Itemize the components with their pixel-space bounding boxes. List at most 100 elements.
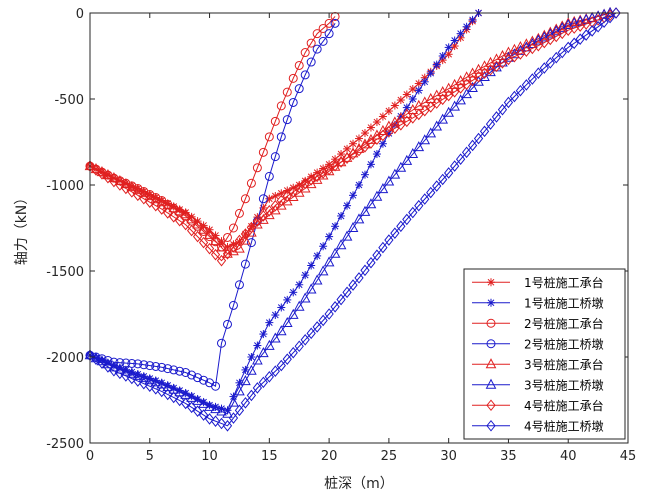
y-tick-label: -500	[54, 93, 84, 108]
series-8-point	[186, 401, 197, 414]
series-8-point	[473, 132, 484, 145]
x-tick-label: 15	[261, 449, 278, 464]
series-6-point	[401, 154, 413, 165]
series-8-point	[139, 377, 149, 390]
series-7-point	[294, 181, 304, 194]
series-4-point	[115, 358, 125, 368]
series-2-point	[259, 330, 268, 339]
x-tick-label: 25	[381, 449, 398, 464]
series-7-point	[420, 104, 430, 117]
series-4-point	[145, 361, 155, 371]
series-4-point	[139, 360, 149, 370]
series-2-point	[265, 318, 274, 327]
legend-label: 4号桩施工桥墩	[524, 418, 604, 433]
series-4-point	[199, 375, 209, 385]
series-6-point	[467, 81, 478, 92]
series-4-point	[276, 132, 286, 142]
series-8-point	[330, 300, 340, 313]
series-5-point	[186, 213, 197, 224]
series-7-point	[240, 228, 251, 240]
series-7-point	[282, 190, 292, 202]
series-7-point	[121, 182, 131, 195]
series-6-point	[216, 405, 227, 416]
series-7-point	[491, 60, 502, 73]
y-tick-label: 0	[76, 7, 84, 22]
series-7-point	[246, 221, 257, 234]
series-8-point	[342, 286, 352, 299]
series-4-point	[217, 338, 227, 348]
series-4	[85, 18, 340, 391]
legend-swatch-marker	[486, 318, 496, 328]
series-7-point	[97, 168, 107, 180]
series-4-point	[306, 57, 316, 67]
series-8-point	[127, 372, 137, 385]
series-2-point	[414, 86, 423, 95]
series-6-point	[347, 221, 359, 232]
series-6-point	[246, 364, 257, 375]
series-3-point	[258, 147, 268, 157]
series-2-point	[241, 365, 250, 374]
series-8-point	[324, 308, 334, 320]
series-1-point	[378, 112, 387, 121]
series-2-point	[283, 295, 292, 304]
series-3-point	[288, 73, 298, 83]
series-7-point	[91, 164, 101, 176]
series-8-point	[210, 415, 221, 428]
series-7-point	[300, 177, 310, 190]
series-6-point	[443, 106, 454, 117]
series-7-point	[372, 133, 382, 146]
legend-box	[463, 268, 626, 440]
x-tick-label: 5	[146, 449, 154, 464]
series-7-point	[270, 199, 280, 212]
series-5-point	[180, 208, 191, 219]
x-axis-title: 桩深（m）	[324, 475, 394, 492]
series-4-point	[294, 84, 304, 94]
series-2-point	[331, 222, 340, 231]
series-7-point	[366, 137, 376, 149]
series-2-point	[325, 232, 334, 241]
series-7-point	[175, 214, 185, 227]
series-8-point	[354, 272, 364, 284]
x-tick-label: 35	[500, 449, 517, 464]
axes-layer: 0 5 10 15 20 25 30 35 40 45 0 -500 -1000 -1500 -2000 -2…	[46, 7, 636, 464]
series-8-point	[545, 57, 555, 69]
series-6-point	[120, 365, 132, 376]
series-8-point	[396, 220, 406, 233]
series-4-point	[157, 362, 167, 372]
series-3-point	[246, 178, 256, 188]
series-6-point	[323, 256, 335, 267]
series-8-point	[312, 321, 322, 333]
series-8-point	[503, 96, 514, 109]
series-8-line	[89, 12, 617, 427]
series-8-point	[157, 385, 167, 398]
series-8-point	[551, 51, 561, 64]
series-1-point	[343, 144, 352, 153]
series-1-point	[402, 90, 411, 99]
series-1-point	[396, 96, 405, 105]
series-7-point	[485, 63, 496, 76]
series-1-point	[265, 194, 274, 203]
legend-entry: 4号桩施工桥墩	[472, 418, 604, 433]
series-6-point	[359, 205, 371, 216]
series-6-point	[234, 385, 245, 396]
series-7-point	[145, 196, 155, 209]
series-8-point	[521, 79, 532, 91]
series-6-point	[258, 347, 269, 358]
series-6-point	[132, 369, 144, 380]
series-6-point	[281, 316, 293, 328]
series-6-point	[371, 190, 383, 201]
series-8-point	[533, 67, 543, 80]
series-7-point	[192, 230, 203, 243]
series-3-point	[300, 48, 310, 58]
series-3-point	[228, 223, 238, 233]
series-8-point	[228, 412, 239, 424]
series-1-point	[366, 123, 375, 132]
series-8-point	[270, 365, 280, 377]
x-tick-label: 30	[440, 449, 457, 464]
series-4-point	[246, 238, 256, 248]
series-2-point	[450, 36, 459, 45]
series-2-point	[319, 242, 328, 251]
series-2-point	[402, 103, 411, 112]
series-2-point	[349, 191, 358, 200]
series-8-point	[384, 234, 394, 246]
